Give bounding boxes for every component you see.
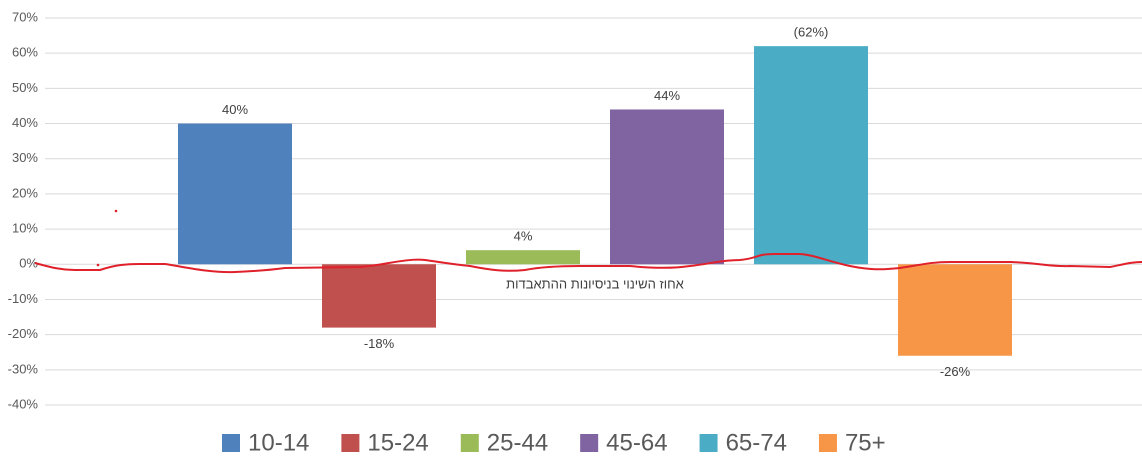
- legend-swatch: [341, 434, 360, 452]
- value-label: (62%): [794, 25, 829, 40]
- bar: [610, 109, 724, 265]
- legend: 10-14 15-24 25-44 45-64 65-74 75+: [222, 429, 886, 456]
- bars: 40% -18% 4% 44% (62%) -26%: [178, 25, 1012, 379]
- y-tick-label: 20%: [12, 185, 38, 200]
- bar: [178, 123, 292, 265]
- bar: [754, 46, 868, 265]
- legend-label: 15-24: [367, 429, 428, 456]
- value-label: -26%: [940, 364, 971, 379]
- y-tick-label: -20%: [8, 326, 39, 341]
- y-tick-label: 50%: [12, 80, 38, 95]
- y-tick-label: 0%: [19, 256, 38, 271]
- legend-label: 75+: [845, 429, 886, 456]
- value-label: 44%: [654, 88, 680, 103]
- y-tick-label: -30%: [8, 361, 39, 376]
- x-axis-title: אחוז השינוי בניסיונות ההתאבדות: [506, 276, 684, 291]
- y-tick-label: 40%: [12, 115, 38, 130]
- legend-label: 45-64: [606, 429, 667, 456]
- y-tick-label: 60%: [12, 45, 38, 60]
- legend-swatch: [222, 434, 240, 452]
- value-label: 40%: [222, 102, 248, 117]
- y-tick-label: -40%: [8, 396, 39, 411]
- y-tick-label: 70%: [12, 9, 38, 24]
- bar: [898, 264, 1012, 356]
- legend-swatch: [460, 434, 479, 452]
- annotation-dot: [114, 209, 118, 213]
- value-label: 4%: [514, 229, 533, 244]
- value-label: -18%: [364, 336, 395, 351]
- legend-label: 65-74: [726, 429, 787, 456]
- bar: [466, 250, 580, 265]
- y-tick-label: -10%: [8, 291, 39, 306]
- annotation-line: [34, 253, 1142, 274]
- legend-swatch: [699, 434, 718, 452]
- y-tick-label: 30%: [12, 150, 38, 165]
- legend-label: 25-44: [487, 429, 548, 456]
- bar: [322, 264, 436, 328]
- legend-swatch: [580, 434, 599, 452]
- legend-label: 10-14: [248, 429, 309, 456]
- legend-swatch: [818, 434, 837, 452]
- y-tick-label: 10%: [12, 221, 38, 236]
- annotation-dot: [96, 263, 100, 267]
